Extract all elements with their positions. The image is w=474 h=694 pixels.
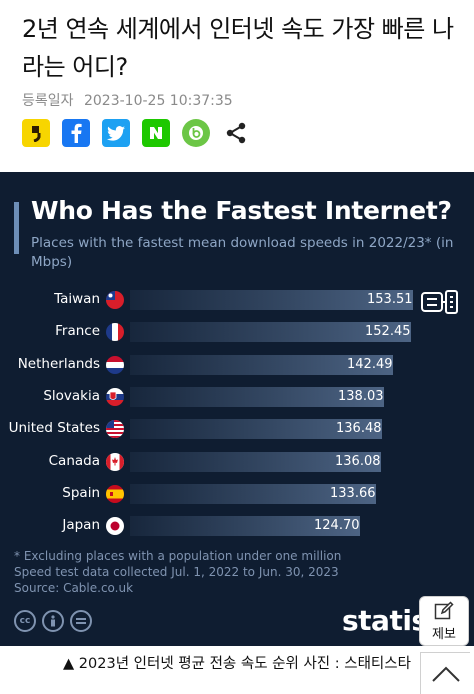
no-derivatives-icon xyxy=(70,610,92,632)
category-label: Spain xyxy=(62,484,100,501)
bar xyxy=(130,483,376,504)
chart-title: Who Has the Fastest Internet? xyxy=(31,196,452,225)
edit-icon xyxy=(434,600,454,619)
share-bar xyxy=(22,119,250,147)
spain-flag-icon xyxy=(106,484,124,503)
category-label: Taiwan xyxy=(54,291,100,307)
category-label: Slovakia xyxy=(43,387,100,404)
bar xyxy=(130,419,382,440)
slovakia-flag-icon xyxy=(106,387,124,406)
category-label: Netherlands xyxy=(17,355,100,372)
category-label: Japan xyxy=(62,517,100,534)
bar-row: Netherlands 142.49 xyxy=(0,353,474,377)
taiwan-flag-icon xyxy=(106,291,124,309)
footnote-line: Speed test data collected Jul. 1, 2022 t… xyxy=(14,565,339,579)
license-icons: cc xyxy=(14,610,92,632)
value-label: 136.48 xyxy=(336,421,382,437)
value-label: 153.51 xyxy=(367,292,413,307)
article-headline: 2년 연속 세계에서 인터넷 속도 가장 빠른 나라는 어디? xyxy=(22,15,454,81)
twitter-icon[interactable] xyxy=(102,119,130,147)
bar xyxy=(130,290,413,310)
image-caption: ▲ 2023년 인터넷 평균 전송 속도 순위 사진 : 스태티스타 xyxy=(63,656,411,672)
source-line: Source: Cable.co.uk xyxy=(14,581,134,595)
united-states-flag-icon xyxy=(106,420,124,439)
title-accent-bar xyxy=(14,202,19,254)
date-label: 등록일자 xyxy=(22,93,74,109)
chevron-up-icon xyxy=(431,666,460,682)
bar xyxy=(130,451,381,472)
facebook-icon[interactable] xyxy=(62,119,90,147)
bar-row: United States 136.48 xyxy=(0,417,474,441)
bar xyxy=(130,354,393,375)
value-label: 124.70 xyxy=(314,518,360,534)
date-value: 2023-10-25 10:37:35 xyxy=(83,93,233,109)
band-icon[interactable] xyxy=(182,119,210,147)
naver-icon[interactable] xyxy=(142,119,170,147)
footnote-line: * Excluding places with a population und… xyxy=(14,549,342,563)
bar-row: Canada 136.08 xyxy=(0,450,474,474)
bar-row: Slovakia 138.03 xyxy=(0,385,474,409)
canada-flag-icon xyxy=(106,452,124,471)
value-label: 142.49 xyxy=(347,356,393,372)
report-button[interactable]: 제보 xyxy=(419,596,469,646)
chart-subtitle: Places with the fastest mean download sp… xyxy=(31,235,454,270)
scroll-to-top-button[interactable] xyxy=(420,652,470,694)
infographic-chart: Who Has the Fastest Internet? Places wit… xyxy=(0,172,474,646)
netherlands-flag-icon xyxy=(106,355,124,374)
bar-row: Taiwan 153.51 xyxy=(0,288,474,312)
value-label: 152.45 xyxy=(365,324,411,340)
value-label: 133.66 xyxy=(330,485,376,501)
bar-row: France 152.45 xyxy=(0,320,474,344)
value-label: 138.03 xyxy=(338,388,384,404)
bar xyxy=(130,322,411,343)
bar-row: Japan 124.70 xyxy=(0,514,474,538)
creative-commons-icon: cc xyxy=(14,610,36,632)
category-label: France xyxy=(55,323,100,340)
attribution-icon xyxy=(42,610,64,632)
bar xyxy=(130,516,360,537)
france-flag-icon xyxy=(106,323,124,342)
bar-row: Spain 133.66 xyxy=(0,482,474,506)
kakaostory-icon[interactable] xyxy=(22,119,50,147)
chart-footnotes: * Excluding places with a population und… xyxy=(14,548,341,596)
bar xyxy=(130,386,384,407)
cable-plug-icon xyxy=(421,289,459,319)
share-icon[interactable] xyxy=(222,119,250,147)
category-label: Canada xyxy=(48,452,100,469)
value-label: 136.08 xyxy=(335,453,381,469)
report-label: 제보 xyxy=(432,626,456,642)
japan-flag-icon xyxy=(106,517,124,536)
category-label: United States xyxy=(8,420,100,437)
article-meta: 등록일자 2023-10-25 10:37:35 xyxy=(22,90,233,110)
